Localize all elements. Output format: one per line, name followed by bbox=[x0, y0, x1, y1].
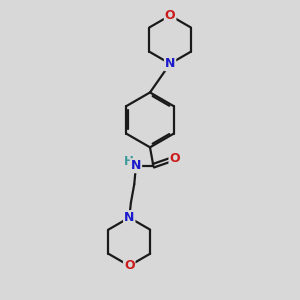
Text: N: N bbox=[131, 159, 141, 172]
Text: N: N bbox=[124, 211, 134, 224]
Text: O: O bbox=[124, 259, 135, 272]
Text: H: H bbox=[124, 155, 134, 168]
Text: O: O bbox=[165, 9, 176, 22]
Text: N: N bbox=[165, 57, 175, 70]
Text: O: O bbox=[169, 152, 180, 165]
